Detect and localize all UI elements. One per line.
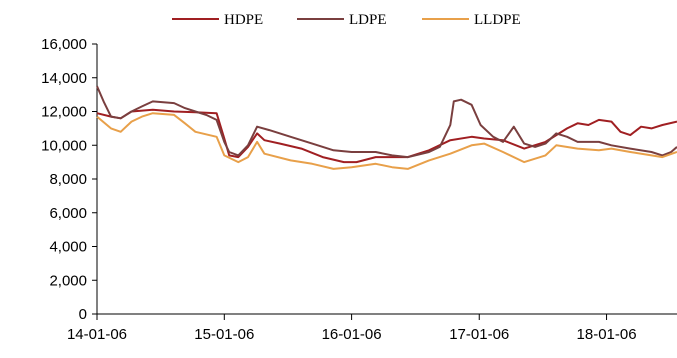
x-tick-label: 14-01-06 bbox=[67, 326, 127, 343]
x-tick-label: 18-01-06 bbox=[577, 326, 637, 343]
y-tick-label: 6,000 bbox=[49, 205, 87, 222]
legend-label-lldpe: LLDPE bbox=[474, 12, 521, 28]
y-tick-label: 2,000 bbox=[49, 272, 87, 289]
y-tick-label: 14,000 bbox=[41, 70, 87, 87]
legend-label-ldpe: LDPE bbox=[349, 12, 387, 28]
axes: 0 2,000 4,000 6,000 8,000 10,000 12,000 14,000 1… bbox=[41, 36, 677, 343]
legend-label-hdpe: HDPE bbox=[224, 12, 263, 28]
x-tick-label: 16-01-06 bbox=[322, 326, 382, 343]
series-line-lldpe bbox=[96, 112, 677, 170]
x-tick-label: 15-01-06 bbox=[194, 326, 254, 343]
y-tick-label: 16,000 bbox=[41, 36, 87, 53]
y-tick-label: 0 bbox=[79, 306, 87, 323]
legend: HDPE LDPE LLDPE bbox=[172, 12, 521, 28]
y-tick-label: 4,000 bbox=[49, 239, 87, 256]
series-line-ldpe bbox=[96, 85, 677, 159]
x-tick-label: 17-01-06 bbox=[449, 326, 509, 343]
series-line-hdpe bbox=[96, 108, 677, 164]
y-tick-label: 10,000 bbox=[41, 137, 87, 154]
y-tick-label: 12,000 bbox=[41, 104, 87, 121]
y-axis-ticks: 0 2,000 4,000 6,000 8,000 10,000 12,000 14,000 1… bbox=[41, 36, 97, 323]
x-axis-ticks: 14-01-06 15-01-06 16-01-06 17-01-06 18-01-06 bbox=[67, 314, 637, 343]
y-tick-label: 8,000 bbox=[49, 171, 87, 188]
series-lines bbox=[96, 85, 677, 170]
